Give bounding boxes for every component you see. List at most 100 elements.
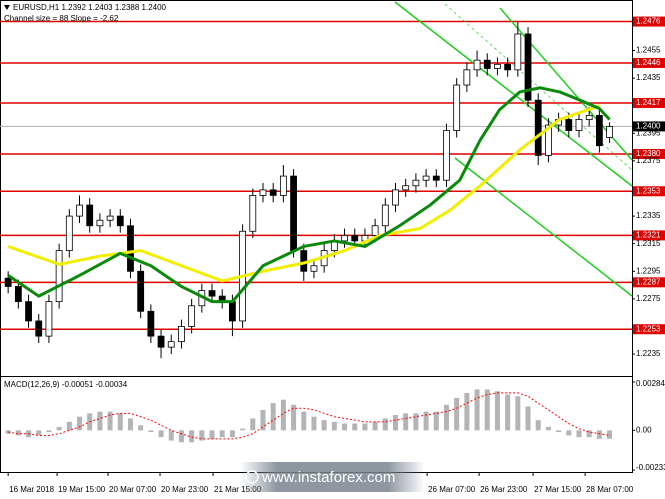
macd-bar <box>556 430 562 433</box>
macd-bar <box>484 389 490 431</box>
macd-bar <box>97 411 103 431</box>
y-tick-label: 1.2335 <box>636 211 661 220</box>
candle-body <box>473 59 481 71</box>
macd-bar <box>229 430 235 438</box>
macd-bar <box>148 430 154 433</box>
macd-bar <box>545 426 551 431</box>
macd-bar <box>342 423 348 431</box>
macd-bar <box>138 425 144 431</box>
macd-bar <box>189 430 195 443</box>
candle-body <box>127 225 134 272</box>
candle-body <box>585 114 593 120</box>
candle-body <box>279 175 287 196</box>
macd-bar <box>362 423 368 431</box>
macd-bar <box>596 430 602 439</box>
macd-bar <box>280 399 286 431</box>
macd-bar <box>260 409 266 431</box>
macd-bar <box>56 426 62 431</box>
y-tick-label: 1.2315 <box>636 239 661 248</box>
candle-body <box>4 277 12 287</box>
level-label-box <box>633 97 665 108</box>
watermark-logo <box>245 470 259 484</box>
candle-body <box>453 84 461 131</box>
level-label: 1.2253 <box>636 324 661 333</box>
candle-body <box>575 119 583 131</box>
macd-bar <box>291 404 297 431</box>
candle-body <box>259 189 267 196</box>
channel-line <box>394 1 633 187</box>
level-label-box <box>633 230 665 241</box>
candle-body <box>412 179 420 187</box>
y-tick-label: 1.2275 <box>636 294 661 303</box>
candle-body <box>249 194 257 232</box>
macd-bar <box>46 430 52 433</box>
macd-bar <box>331 421 337 431</box>
macd-bar <box>586 430 592 438</box>
chart-title: EURUSD,H1 1.2392 1.2403 1.2388 1.2400 <box>13 3 167 12</box>
macd-signal <box>8 392 610 440</box>
level-label-box <box>633 149 665 160</box>
x-tick-label: 27 Mar 15:00 <box>534 485 582 494</box>
last-price-box <box>633 121 665 132</box>
macd-bar <box>270 403 276 431</box>
macd-bar <box>117 413 123 431</box>
candle-body <box>178 326 185 343</box>
level-label-box <box>633 16 665 27</box>
x-tick-label: 16 Mar 2018 <box>9 485 54 494</box>
macd-bar <box>393 415 399 431</box>
candle-body <box>504 63 512 71</box>
y-tick-label: 1.2295 <box>636 266 661 275</box>
candle-body <box>606 126 613 138</box>
axes: 1.2476 1.2446 1.2417 1.2380 1.2353 1.2321 1.22… <box>7 16 665 494</box>
x-tick-label: 20 Mar 07:00 <box>109 485 157 494</box>
macd-bar <box>566 430 572 436</box>
candle-body <box>392 189 399 206</box>
macd-bar <box>240 428 246 431</box>
macd-bar <box>525 406 531 431</box>
level-label-box <box>633 324 665 335</box>
level-label: 1.2446 <box>636 58 661 67</box>
x-tick-label: 26 Mar 07:00 <box>428 485 476 494</box>
candle-body <box>524 33 532 101</box>
candle-body <box>290 175 297 251</box>
macd-bar <box>433 411 439 431</box>
candle-body <box>269 189 277 196</box>
macd-bar <box>199 430 205 441</box>
macd-bar <box>250 418 256 431</box>
last-price-label: 1.2400 <box>636 122 661 131</box>
candle-body <box>86 204 94 227</box>
macd-y-tick-label: 0.00284 <box>636 379 665 388</box>
macd-bar <box>301 411 307 431</box>
macd-panel <box>5 389 613 443</box>
candle-body <box>116 215 124 227</box>
y-tick-label: 1.2375 <box>636 156 661 165</box>
moving-average <box>7 86 611 304</box>
macd-bar <box>535 420 541 431</box>
x-tick-label: 19 Mar 15:00 <box>58 485 106 494</box>
candle-body <box>463 69 471 86</box>
x-tick-label: 21 Mar 15:00 <box>214 485 262 494</box>
macd-bar <box>311 416 317 431</box>
chart-subtitle: Channel size = 88 Slope = -2.62 <box>4 14 119 23</box>
macd-bar <box>382 418 388 431</box>
macd-title: MACD(12,26,9) -0.00051 -0.00034 <box>4 380 128 389</box>
y-tick-label: 1.2235 <box>636 349 661 358</box>
level-label-box <box>633 277 665 288</box>
watermark-band <box>240 462 425 492</box>
candle-body <box>96 219 104 227</box>
candle-body <box>310 265 318 272</box>
x-tick-label: 20 Mar 23:00 <box>161 485 209 494</box>
macd-y-tick-label: -0.00233 <box>636 463 665 472</box>
candle-body <box>188 305 196 327</box>
macd-bar <box>219 430 225 438</box>
macd-bar <box>15 430 21 436</box>
channel-line <box>454 157 633 297</box>
candle-body <box>432 175 440 181</box>
y-tick-label: 1.2395 <box>636 128 661 137</box>
macd-bar <box>77 416 83 431</box>
level-label-box <box>633 57 665 68</box>
candle-body <box>76 204 83 217</box>
candle-body <box>341 235 348 242</box>
